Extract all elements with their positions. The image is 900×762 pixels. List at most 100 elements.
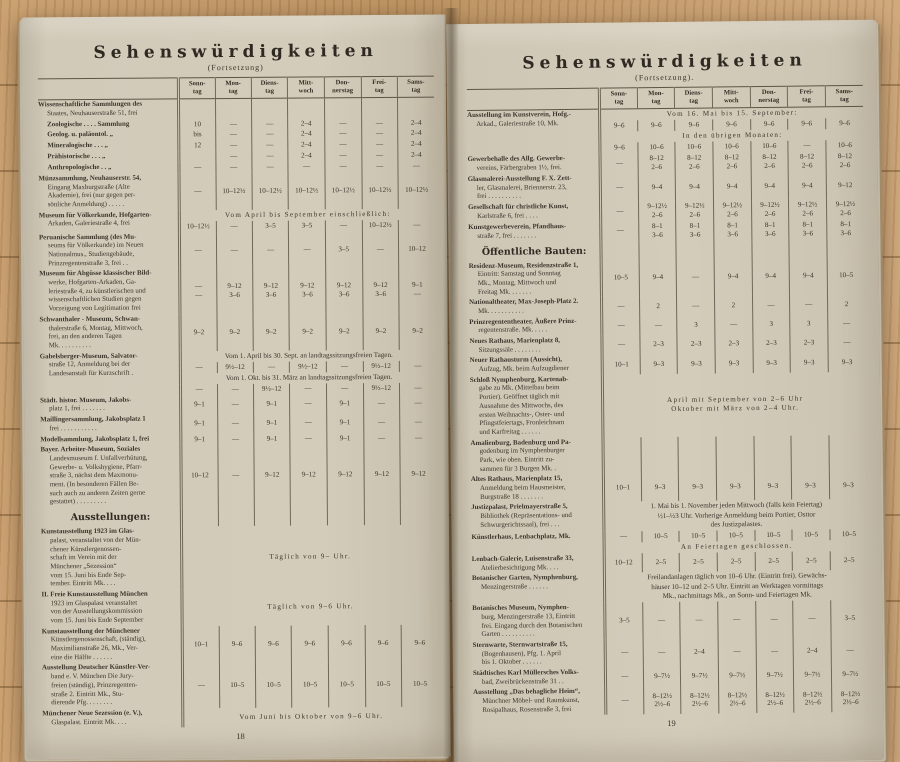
row-label: Altes Rathaus, Marienplatz 15, Anmeldung … <box>471 474 604 503</box>
value-line: 8–12½ <box>802 689 823 699</box>
cell-value: 9–6 <box>787 118 826 130</box>
row-label: Peruanische Sammlung (des Mu-seums für V… <box>39 232 180 270</box>
cell-value: 10–12 <box>398 230 436 268</box>
cell-value: 9–4 <box>638 259 677 297</box>
row-label: II. Freie Kunstausstellung München 1923 i… <box>41 589 182 627</box>
left-page-content: Sehenswürdigkeiten (Fortsetzung) Sonn-ta… <box>21 15 450 760</box>
cell-value: 10–5 <box>601 259 640 297</box>
value-line: — <box>621 696 629 705</box>
cell-value: 10–12½ <box>324 171 362 209</box>
cell-value: 8–1 3–6 <box>826 218 865 239</box>
table-row: Museum für Abgüsse klassischer Bild-werk… <box>39 267 436 315</box>
value-line: 9–12½ <box>797 200 818 209</box>
cell-value <box>678 436 717 474</box>
row-label-line: eine die Hälfte . . . . . . <box>50 653 113 662</box>
cell-value: — <box>217 414 254 434</box>
cell-value: — <box>399 412 437 433</box>
value-line: 8–1 <box>651 221 663 230</box>
row-label: Museum für Völkerkunde, Hofgarten- Arkade… <box>39 210 180 233</box>
cell-value <box>753 435 792 473</box>
cell-value: 9–2 <box>289 313 327 351</box>
value-line: 2–6 <box>651 210 663 220</box>
row-label-line: vom 15. Juni bis Ende September <box>50 616 144 625</box>
row-label-line: Sitzungssäle . . . . . . . . <box>478 345 541 354</box>
cell-value <box>789 238 827 259</box>
cell-value: 10–6 <box>712 141 751 153</box>
cell-value: 9½–12 <box>253 383 290 395</box>
row-label-line: Künstlerhaus, Lenbachplatz, Mk. <box>471 533 571 542</box>
row-label: Justizpalast, Prielmayerstraße 5, Bibliot… <box>471 502 604 533</box>
cell-value: 3–5 <box>288 220 326 232</box>
cell-note: Freilandanlagen täglich von 10–6 Uhr. (E… <box>604 570 869 603</box>
value-line: 2½–6 <box>804 698 821 707</box>
cell-value <box>327 506 365 526</box>
cell-value: 9–12½ 2–6 <box>638 200 677 222</box>
cell-value: — <box>755 637 794 667</box>
row-label-line: Anthropologische . . „ <box>47 163 112 172</box>
cell-value: — <box>215 118 252 130</box>
row-label-line: Burgstraße 18 . . . . . . . <box>480 492 543 501</box>
column-header: Don-nerstag <box>749 86 788 108</box>
cell-value: 9–1 <box>180 414 218 434</box>
cell-value: 9–3 <box>829 471 868 500</box>
cell-value: 9–1 <box>180 433 218 445</box>
cell-value: 2–5 <box>679 552 718 573</box>
cell-value: 9–2 <box>252 313 290 351</box>
cell-value: 10–12½ <box>288 172 326 210</box>
cell-value: 9–6 <box>327 624 366 662</box>
cell-value: — <box>180 361 217 374</box>
cell-value: 9–1 <box>326 393 364 414</box>
column-header: Mon-tag <box>637 87 675 109</box>
cell-value: — <box>399 360 436 372</box>
row-label-line: Freitag Mk. . . . . . . <box>477 287 532 296</box>
cell-value: 3–5 <box>830 600 869 638</box>
column-header-line: nerstag <box>758 96 780 104</box>
cell-value: — <box>251 129 289 141</box>
cell-value: 9–3 <box>639 354 678 375</box>
row-label-line: Rosipalhaus, Rosenstraße 3, frei <box>482 705 572 714</box>
row-label-line: Glaspalast. Eintritt Mk. . . . <box>51 718 127 726</box>
cell-value: 2–5 <box>754 551 793 572</box>
value-line: 2½–6 <box>691 699 708 709</box>
value-line: 9–12½ <box>760 200 780 210</box>
row-label-line: platz 1, frei . . . . . . . <box>49 405 105 413</box>
row-label: Schloß Nymphenburg, Kartenab-gabe zu Mk.… <box>470 374 603 438</box>
value-line: — <box>616 206 624 216</box>
value-line: 8–12 <box>837 152 853 161</box>
cell-value: 8–12½ 2½–6 <box>793 684 832 714</box>
cell-value: 8–1 3–6 <box>713 219 752 241</box>
cell-note: 1. Mai bis 1. November jeden Mittwoch (f… <box>603 499 868 532</box>
row-label: Prinzregententheater, Äußere Prinz-regen… <box>469 316 602 337</box>
cell-value: 9–4 <box>714 258 753 296</box>
value-line: — <box>195 282 203 291</box>
cell-value: 9–12 3–6 <box>216 268 253 314</box>
row-label-line: frei . . . . . . . . . . <box>476 192 521 201</box>
cell-value: 9–2 <box>216 313 254 351</box>
cell-value: — <box>399 393 437 413</box>
table-row: Kunstausstellung der Münchener Künstlerge… <box>42 624 438 664</box>
cell-value: — <box>324 161 362 173</box>
cell-value: — <box>251 118 289 130</box>
column-header-line: tag <box>265 87 275 95</box>
column-header: Mitt-woch <box>287 76 325 99</box>
cell-value: 9½–12 <box>216 361 254 373</box>
cell-value: — <box>289 383 327 395</box>
value-line: 3–6 <box>265 290 277 299</box>
row-label: Neues Rathaus, Marienplatz 8, Sitzungssäl… <box>469 336 602 357</box>
row-label: Sternwarte, Sternwartstraße 15, (Bogenhau… <box>473 640 606 669</box>
cell-value: — <box>253 361 290 373</box>
cell-value: 9–6 <box>599 120 638 132</box>
column-header-line: tag <box>651 97 661 105</box>
table-row: II. Freie Kunstausstellung München 1923 i… <box>41 587 438 628</box>
cell-value: 8–12 2–6 <box>712 152 751 173</box>
row-label-line: Staates, Neuhauserstraße 51, frei <box>47 109 138 118</box>
value-line: 2–6 <box>802 209 814 218</box>
value-line: 9–1 <box>411 280 423 290</box>
cell-value: 2 <box>714 295 753 316</box>
column-header: Sonn-tag <box>178 77 216 100</box>
row-label-line: tember. Eintritt Mk. . . . <box>50 580 116 588</box>
cell-value: — <box>676 258 715 297</box>
row-label: Museum für Abgüsse klassischer Bild-werk… <box>39 269 180 315</box>
cell-value: — <box>398 219 435 231</box>
column-header-line: nerstag <box>332 86 354 94</box>
